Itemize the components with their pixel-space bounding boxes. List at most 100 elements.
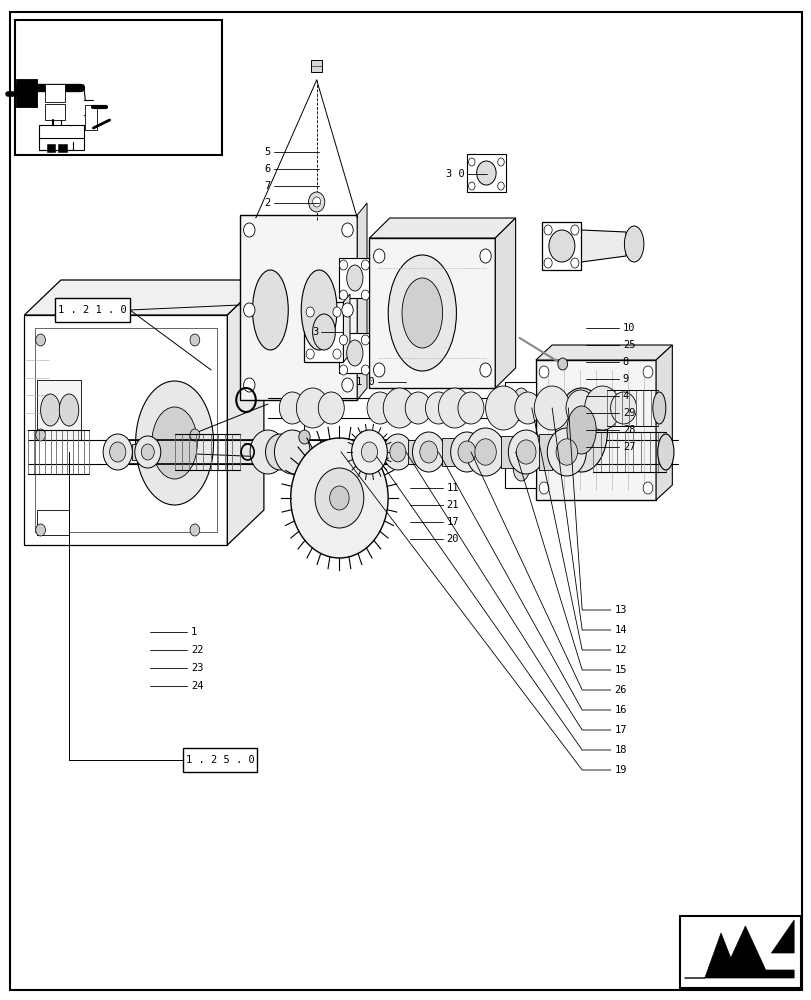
Circle shape <box>351 430 387 474</box>
Circle shape <box>543 225 551 235</box>
Circle shape <box>570 225 578 235</box>
Ellipse shape <box>312 314 335 350</box>
Bar <box>16 79 36 107</box>
Bar <box>466 154 505 192</box>
Text: 12: 12 <box>614 645 626 655</box>
Circle shape <box>419 441 437 463</box>
Bar <box>45 104 65 120</box>
Text: 26: 26 <box>614 685 626 695</box>
Circle shape <box>329 486 349 510</box>
Bar <box>132 444 140 460</box>
Bar <box>36 380 81 440</box>
Text: 25: 25 <box>622 340 634 350</box>
Circle shape <box>339 365 347 375</box>
Bar <box>539 434 551 470</box>
Circle shape <box>296 388 328 428</box>
Circle shape <box>339 335 347 345</box>
Circle shape <box>466 428 504 476</box>
Text: 29: 29 <box>622 408 634 418</box>
Text: 6: 6 <box>264 164 270 174</box>
Polygon shape <box>227 280 264 545</box>
Circle shape <box>290 438 388 558</box>
Text: 2: 2 <box>264 198 270 208</box>
Circle shape <box>547 428 586 476</box>
Circle shape <box>539 482 548 494</box>
Text: 11: 11 <box>446 483 458 493</box>
Ellipse shape <box>388 255 456 371</box>
Circle shape <box>485 386 521 430</box>
Circle shape <box>468 182 474 190</box>
Circle shape <box>190 429 200 441</box>
Ellipse shape <box>346 265 363 291</box>
Polygon shape <box>357 203 367 400</box>
Bar <box>681 918 798 986</box>
Text: 28: 28 <box>622 425 634 435</box>
Circle shape <box>425 392 451 424</box>
Circle shape <box>539 366 548 378</box>
Circle shape <box>412 432 444 472</box>
Circle shape <box>450 432 483 472</box>
Ellipse shape <box>59 394 79 426</box>
Ellipse shape <box>41 394 60 426</box>
Circle shape <box>457 392 483 424</box>
Circle shape <box>265 434 294 470</box>
Polygon shape <box>369 238 495 388</box>
Text: 8: 8 <box>622 357 629 367</box>
Circle shape <box>190 334 200 346</box>
Circle shape <box>497 158 504 166</box>
Text: 27: 27 <box>622 442 634 452</box>
Text: 5: 5 <box>264 147 270 157</box>
Text: 1 . 2 1 . 0: 1 . 2 1 . 0 <box>58 305 127 315</box>
Circle shape <box>508 430 543 474</box>
Circle shape <box>438 388 470 428</box>
Text: 3: 3 <box>311 327 318 337</box>
Ellipse shape <box>555 388 607 472</box>
Circle shape <box>389 442 406 462</box>
Circle shape <box>534 386 569 430</box>
Circle shape <box>298 430 310 444</box>
Circle shape <box>341 303 353 317</box>
Circle shape <box>584 386 620 430</box>
Circle shape <box>557 358 567 370</box>
Text: 18: 18 <box>614 745 626 755</box>
Circle shape <box>135 436 161 468</box>
Circle shape <box>306 307 314 317</box>
Circle shape <box>367 392 393 424</box>
Text: 22: 22 <box>191 645 203 655</box>
Bar <box>55 298 130 322</box>
Text: 24: 24 <box>191 681 203 691</box>
Polygon shape <box>655 345 672 500</box>
Text: 20: 20 <box>446 534 458 544</box>
Text: 16: 16 <box>614 705 626 715</box>
Bar <box>85 105 97 130</box>
Bar <box>36 510 69 535</box>
Circle shape <box>308 192 324 212</box>
Circle shape <box>306 349 314 359</box>
Ellipse shape <box>548 230 574 262</box>
Circle shape <box>361 442 377 462</box>
Circle shape <box>383 434 412 470</box>
Circle shape <box>565 390 594 426</box>
Circle shape <box>361 365 369 375</box>
Text: 1 0: 1 0 <box>356 377 375 387</box>
Bar <box>311 60 322 72</box>
Text: 17: 17 <box>614 725 626 735</box>
Circle shape <box>514 392 540 424</box>
Circle shape <box>339 290 347 300</box>
Circle shape <box>36 429 45 441</box>
Circle shape <box>190 524 200 536</box>
Circle shape <box>642 482 652 494</box>
Circle shape <box>318 392 344 424</box>
Circle shape <box>36 334 45 346</box>
Circle shape <box>279 392 305 424</box>
Circle shape <box>570 258 578 268</box>
Ellipse shape <box>513 388 529 414</box>
Circle shape <box>103 434 132 470</box>
Text: 13: 13 <box>614 605 626 615</box>
Polygon shape <box>770 920 793 953</box>
Polygon shape <box>24 280 264 315</box>
Circle shape <box>383 388 415 428</box>
Ellipse shape <box>624 226 643 262</box>
Bar <box>441 438 454 466</box>
Text: 1 . 2 5 . 0: 1 . 2 5 . 0 <box>186 755 254 765</box>
